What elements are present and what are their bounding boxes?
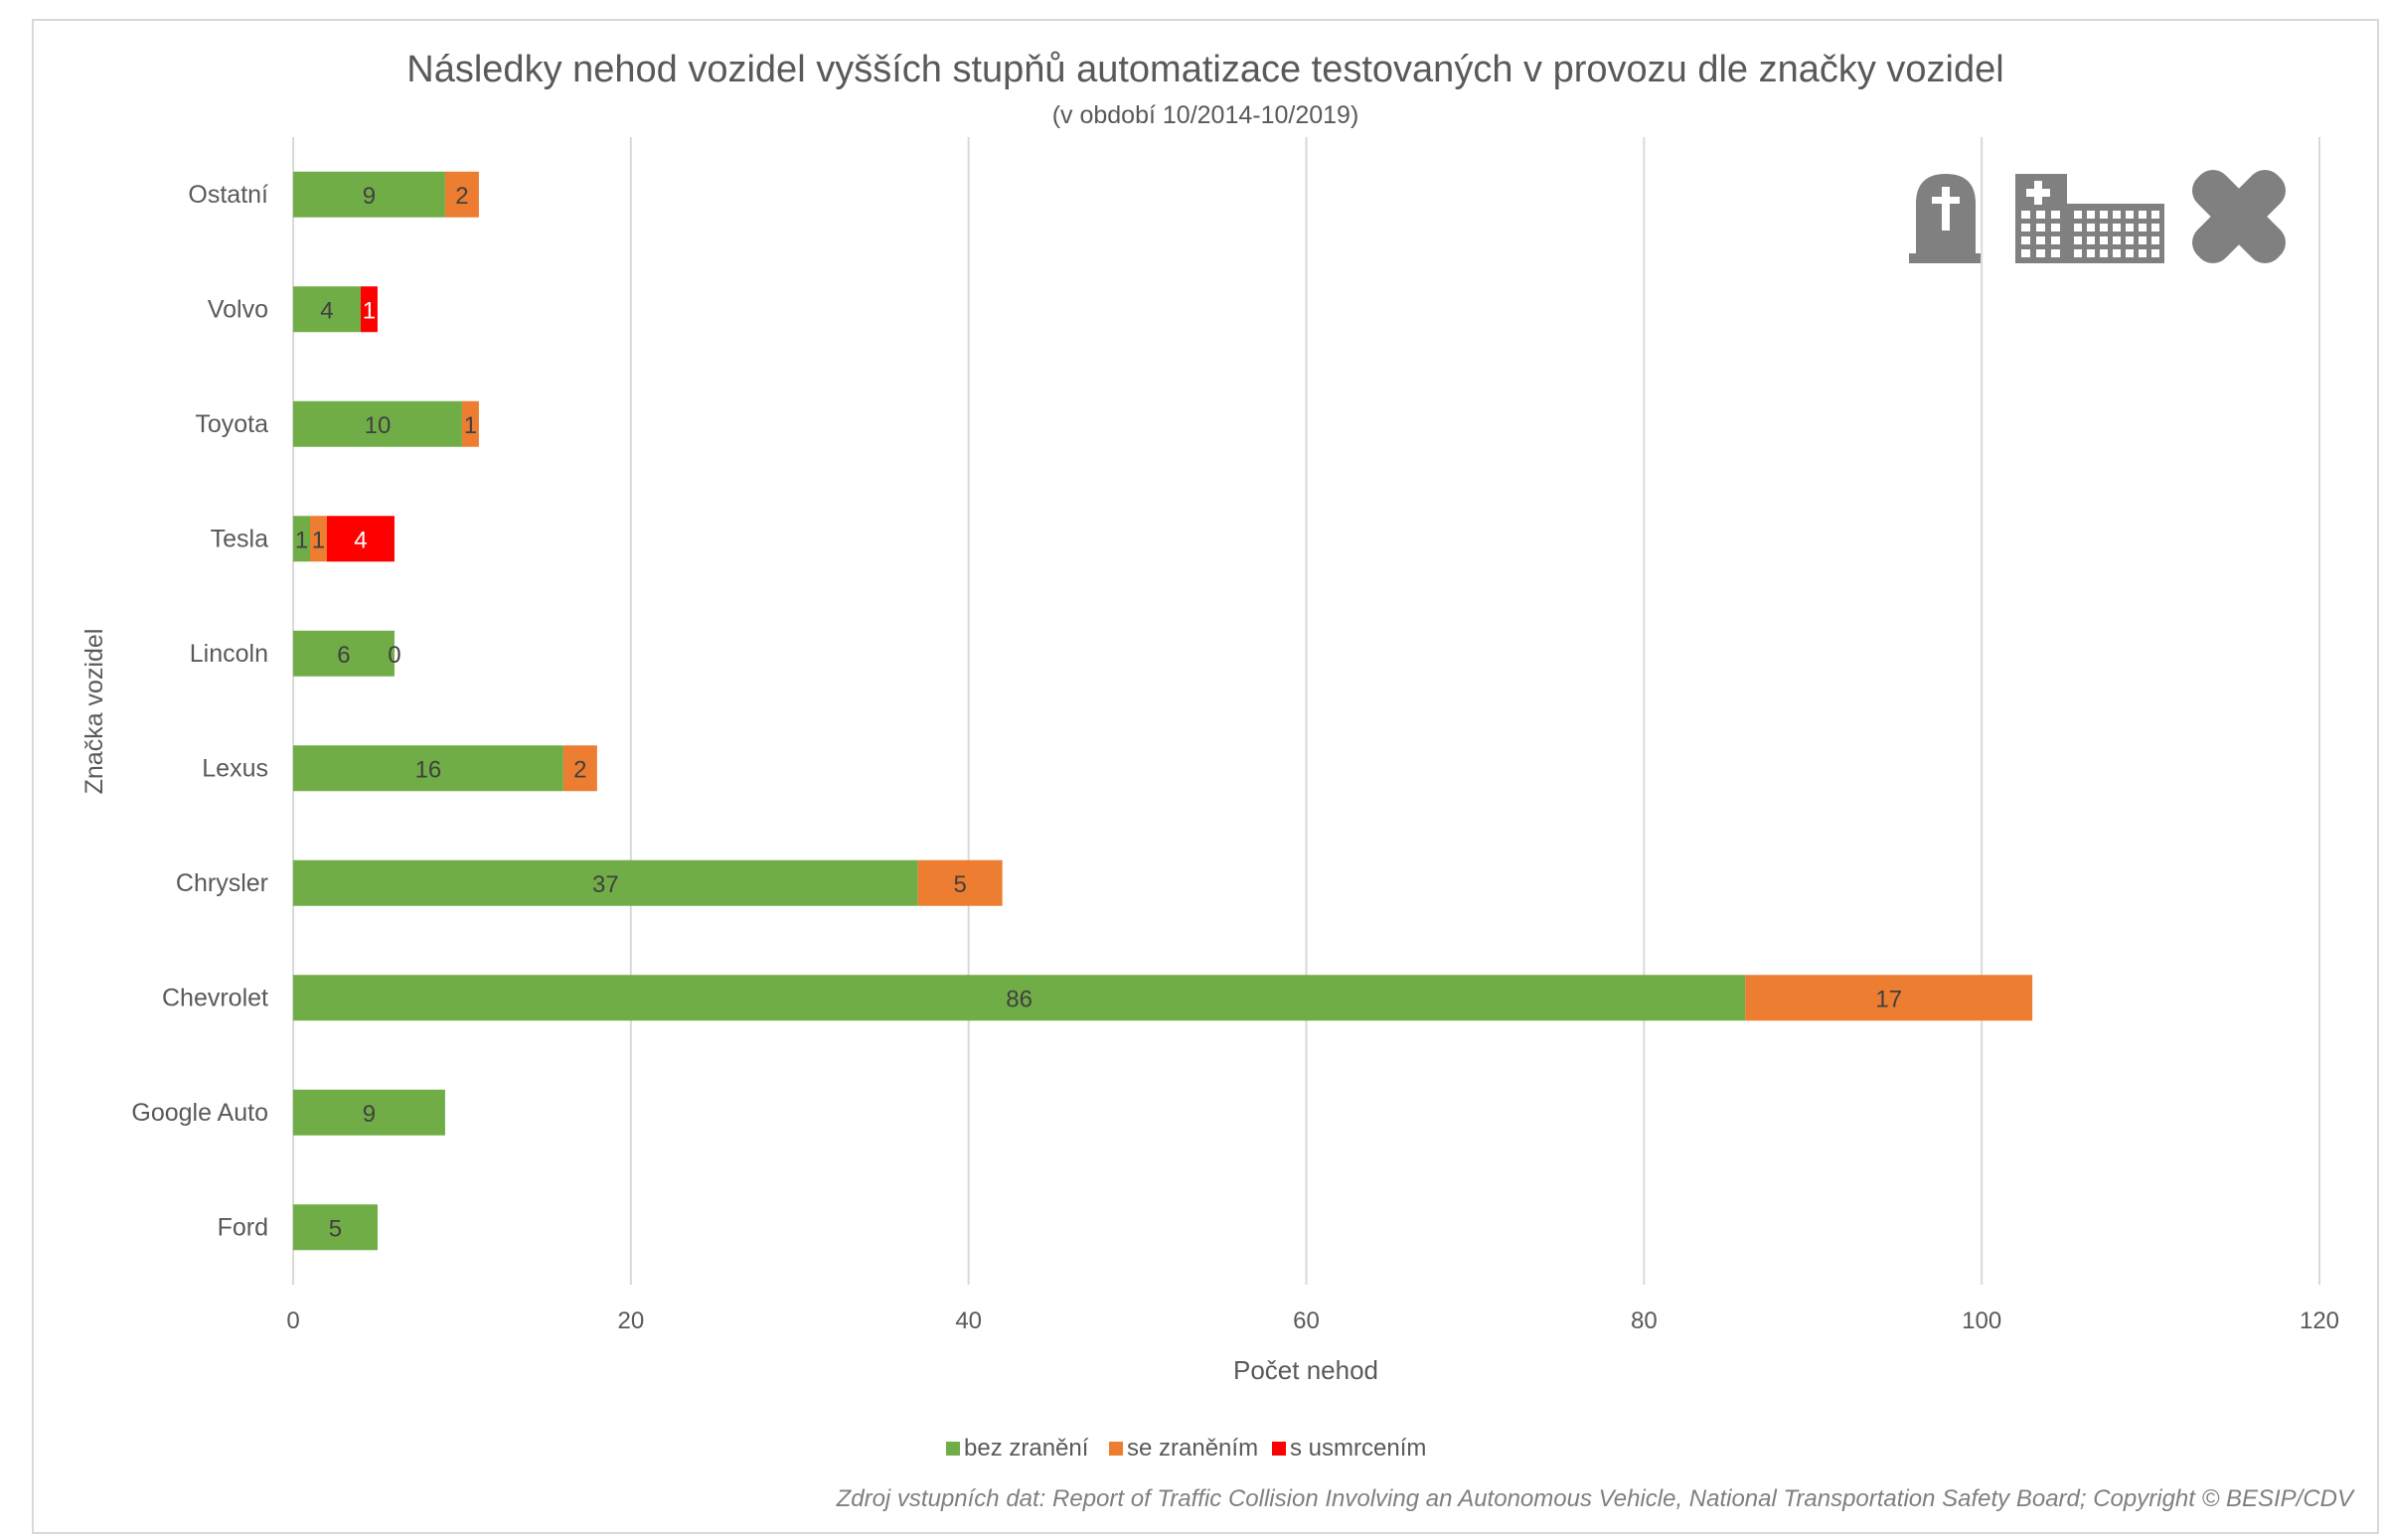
x-tick-label: 20 bbox=[617, 1308, 644, 1334]
data-label: 9 bbox=[363, 1101, 376, 1128]
y-tick-label: Chrysler bbox=[176, 869, 268, 897]
data-label: 4 bbox=[320, 297, 333, 324]
x-axis-title: Počet nehod bbox=[1233, 1355, 1378, 1385]
x-tick-label: 80 bbox=[1631, 1308, 1658, 1334]
bar-segment bbox=[444, 171, 479, 218]
bar-segment bbox=[293, 630, 395, 677]
x-tick-label: 0 bbox=[286, 1308, 299, 1334]
bar-segment bbox=[917, 859, 1003, 906]
source-note: Zdroj vstupních dat: Report of Traffic C… bbox=[836, 1485, 2355, 1512]
data-label: 10 bbox=[365, 412, 392, 439]
data-label: 2 bbox=[573, 756, 586, 783]
data-label: 1 bbox=[295, 527, 308, 553]
y-tick-label: Lexus bbox=[202, 754, 268, 782]
y-tick-label: Toyota bbox=[195, 410, 268, 438]
chart-subtitle: (v období 10/2014-10/2019) bbox=[1052, 101, 1359, 129]
bar-segment bbox=[1745, 975, 2033, 1021]
y-axis-title: Značka vozidel bbox=[80, 629, 108, 795]
y-tick-label: Google Auto bbox=[131, 1099, 268, 1127]
x-tick-label: 60 bbox=[1293, 1308, 1320, 1334]
y-tick-label: Ostatní bbox=[188, 181, 268, 209]
legend-swatch bbox=[1109, 1442, 1123, 1456]
bar-segment bbox=[461, 400, 479, 447]
data-label: 16 bbox=[415, 756, 442, 783]
data-label: 4 bbox=[354, 527, 367, 553]
bar-segment bbox=[562, 745, 597, 792]
data-label: 9 bbox=[363, 183, 376, 210]
hospital-icon bbox=[2015, 174, 2164, 263]
tombstone-icon bbox=[1909, 174, 1981, 263]
data-label: 37 bbox=[592, 871, 619, 898]
legend-label: se zraněním bbox=[1127, 1435, 1258, 1462]
bar-segment bbox=[293, 1204, 378, 1251]
legend-swatch bbox=[1272, 1442, 1286, 1456]
bar-segment bbox=[360, 286, 378, 333]
data-label: 1 bbox=[464, 412, 477, 439]
bar-segment bbox=[293, 975, 1746, 1021]
y-tick-label: Lincoln bbox=[190, 640, 268, 668]
legend-swatch bbox=[946, 1442, 960, 1456]
bar-segment bbox=[326, 516, 395, 562]
data-label: 6 bbox=[337, 642, 350, 669]
data-label: 5 bbox=[953, 871, 966, 898]
y-tick-label: Tesla bbox=[211, 525, 268, 552]
chart-title: Následky nehod vozidel vyšších stupňů au… bbox=[406, 49, 2003, 90]
legend-label: bez zranění bbox=[964, 1435, 1089, 1462]
bar-segment bbox=[293, 400, 462, 447]
x-tick-label: 120 bbox=[2300, 1308, 2339, 1334]
legend: bez zranění se zraněním s usmrcením bbox=[946, 1435, 1426, 1462]
data-label: 86 bbox=[1006, 986, 1033, 1012]
data-label: 1 bbox=[312, 527, 325, 553]
data-label: 5 bbox=[329, 1215, 342, 1242]
bar-segment bbox=[293, 1089, 445, 1136]
bar-segment bbox=[293, 286, 361, 333]
data-label: 0 bbox=[388, 642, 400, 669]
y-tick-label: Volvo bbox=[208, 295, 268, 323]
bar-segment bbox=[293, 859, 918, 906]
x-tick-label: 40 bbox=[955, 1308, 982, 1334]
data-label: 1 bbox=[363, 297, 376, 324]
data-label: 2 bbox=[455, 183, 468, 210]
data-label: 17 bbox=[1875, 986, 1902, 1012]
x-tick-label: 100 bbox=[1962, 1308, 2001, 1334]
y-tick-label: Ford bbox=[218, 1213, 268, 1241]
bar-segment bbox=[293, 516, 310, 562]
y-tick-label: Chevrolet bbox=[162, 984, 268, 1011]
bar-segment bbox=[293, 171, 445, 218]
legend-label: s usmrcením bbox=[1290, 1435, 1426, 1462]
bar-segment bbox=[309, 516, 327, 562]
bandage-icon bbox=[2192, 170, 2286, 263]
bar-segment bbox=[293, 745, 563, 792]
